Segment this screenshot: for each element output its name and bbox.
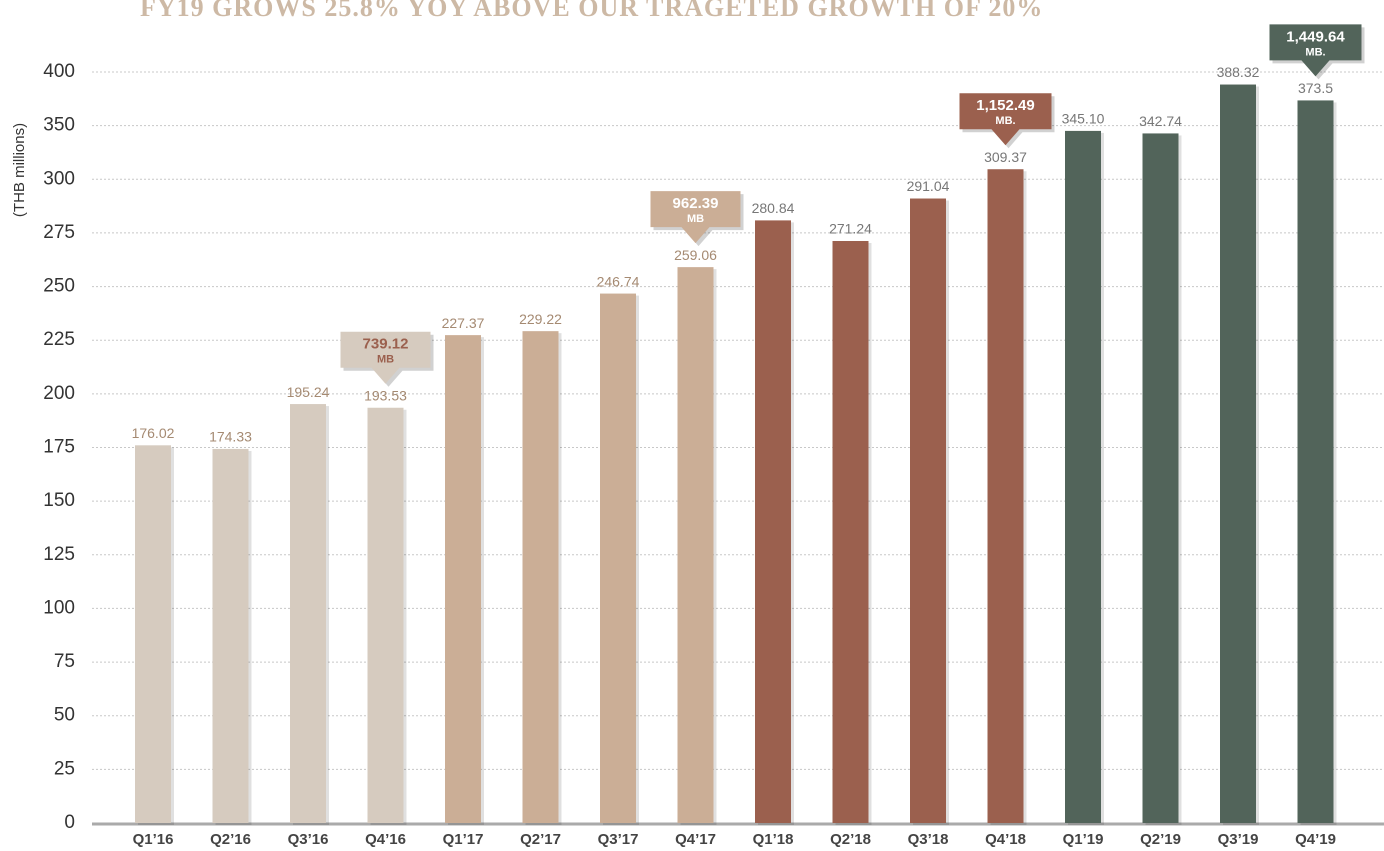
x-tick-label: Q1’16 (133, 831, 174, 848)
callout-unit: MB (687, 213, 704, 225)
callout-box (340, 331, 431, 384)
value-label: 174.33 (209, 429, 252, 445)
bar (522, 331, 559, 823)
x-tick-label: Q4’19 (1295, 831, 1336, 848)
x-tick-label: Q3’18 (908, 831, 949, 848)
value-label: 345.10 (1062, 111, 1105, 127)
chart-title: FY19 GROWS 25.8% YOY ABOVE OUR TRAGETED … (140, 0, 1043, 22)
x-tick-label: Q4’18 (985, 831, 1026, 848)
bar (367, 407, 404, 823)
bar (755, 220, 791, 824)
x-tick-label: Q2’18 (830, 831, 871, 848)
bar (987, 169, 1024, 824)
callout-unit: MB. (995, 115, 1015, 127)
value-label: 309.37 (984, 149, 1027, 165)
callout-box (1269, 24, 1362, 77)
y-tick-label: 175 (43, 437, 75, 458)
x-tick-label: Q3’16 (288, 831, 329, 848)
x-tick-label: Q1’19 (1063, 831, 1104, 848)
y-axis-label: (THB millions) (11, 123, 28, 217)
y-tick-label: 0 (64, 812, 75, 833)
y-tick-label: 225 (43, 329, 75, 350)
x-tick-label: Q1’17 (443, 831, 484, 848)
callout-value: 962.39 (673, 195, 719, 212)
value-label: 271.24 (829, 221, 872, 237)
x-tick-label: Q4’16 (365, 831, 406, 848)
value-label: 373.5 (1298, 80, 1333, 96)
callout-box (959, 93, 1052, 146)
bar (1065, 130, 1101, 824)
callout-unit: MB. (1305, 46, 1325, 58)
x-tick-label: Q3’17 (598, 831, 639, 848)
bar (212, 448, 249, 823)
callout-value: 739.12 (363, 336, 409, 353)
x-tick-label: Q3’19 (1218, 831, 1259, 848)
value-label: 291.04 (907, 178, 950, 194)
bar (290, 404, 326, 823)
value-label: 342.74 (1139, 113, 1182, 129)
x-tick-label: Q4’17 (675, 831, 716, 848)
bar (445, 335, 481, 823)
y-tick-label: 50 (54, 705, 75, 726)
callout-unit: MB (377, 354, 394, 366)
y-tick-label: 400 (43, 61, 75, 82)
bar (910, 198, 946, 824)
callout-box (650, 191, 741, 244)
bar (832, 240, 869, 823)
y-tick-label: 150 (43, 490, 75, 511)
x-tick-label: Q1’18 (753, 831, 794, 848)
y-tick-label: 300 (43, 168, 75, 189)
value-label: 176.02 (132, 425, 175, 441)
y-tick-label: 25 (54, 758, 75, 779)
bar (677, 267, 714, 824)
value-label: 388.32 (1217, 64, 1260, 80)
y-tick-label: 100 (43, 597, 75, 618)
bar (135, 445, 171, 823)
y-tick-label: 350 (43, 115, 75, 136)
y-tick-label: 200 (43, 383, 75, 404)
y-tick-label: 125 (43, 544, 75, 565)
value-label: 195.24 (287, 384, 330, 400)
value-label: 259.06 (674, 247, 717, 263)
y-tick-label: 275 (43, 222, 75, 243)
y-tick-label: 75 (54, 651, 75, 672)
value-label: 280.84 (752, 200, 795, 216)
bar (1142, 133, 1179, 824)
value-label: 227.37 (442, 315, 485, 331)
x-tick-label: Q2’16 (210, 831, 251, 848)
bar (1297, 100, 1334, 823)
value-label: 246.74 (597, 273, 640, 289)
callout-value: 1,449.64 (1286, 28, 1345, 45)
x-tick-label: Q2’17 (520, 831, 561, 848)
value-label: 193.53 (364, 387, 407, 403)
value-label: 229.22 (519, 311, 562, 327)
bar (1220, 84, 1256, 824)
callout-value: 1,152.49 (976, 97, 1034, 114)
x-tick-label: Q2’19 (1140, 831, 1181, 848)
bar (600, 293, 636, 823)
y-tick-label: 250 (43, 276, 75, 297)
